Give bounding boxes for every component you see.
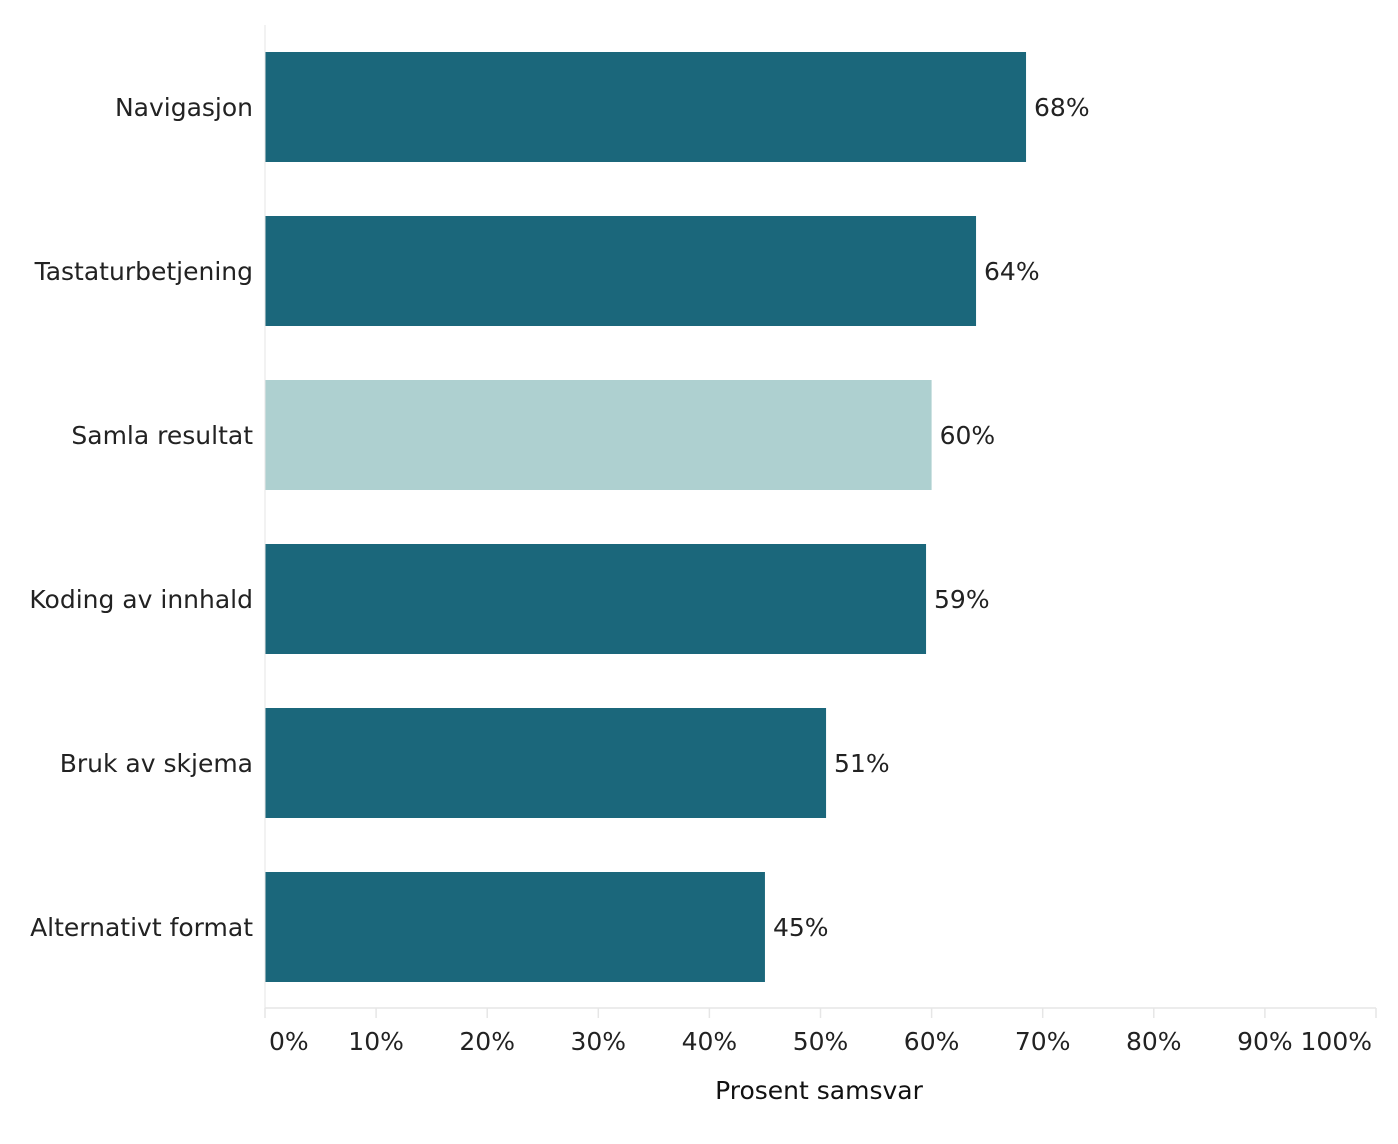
bar-1 — [265, 216, 977, 326]
bar-3 — [265, 544, 927, 654]
category-label: Samla resultat — [71, 421, 253, 450]
x-tick-label: 10% — [348, 1027, 404, 1056]
bars-layer — [265, 52, 1027, 982]
value-label: 68% — [1034, 93, 1090, 122]
bar-2 — [265, 380, 932, 490]
value-label: 64% — [984, 257, 1040, 286]
x-axis-title: Prosent samsvar — [715, 1076, 923, 1105]
x-tick-label: 40% — [682, 1027, 738, 1056]
bar-5 — [265, 872, 765, 982]
category-label: Koding av innhald — [29, 585, 253, 614]
value-label: 51% — [834, 749, 890, 778]
x-axis: 0% 10% 20% 30% 40% 50% 60% 70% 80% 90% 100% — [264, 25, 1377, 1056]
category-label: Tastaturbetjening — [34, 257, 253, 286]
bar-0 — [265, 52, 1027, 162]
x-tick-label: 30% — [571, 1027, 627, 1056]
value-label: 59% — [934, 585, 990, 614]
category-labels: Navigasjon Tastaturbetjening Samla resulta… — [29, 93, 253, 942]
category-label: Bruk av skjema — [60, 749, 253, 778]
x-tick-label: 70% — [1015, 1027, 1071, 1056]
x-tick-label: 0% — [269, 1027, 309, 1056]
value-labels: 68% 64% 60% 59% 51% 45% — [773, 93, 1090, 942]
value-label: 45% — [773, 913, 829, 942]
category-label: Alternativt format — [30, 913, 253, 942]
x-tick-label: 80% — [1126, 1027, 1182, 1056]
x-tick-label: 90% — [1237, 1027, 1293, 1056]
value-label: 60% — [940, 421, 996, 450]
x-tick-label: 50% — [793, 1027, 849, 1056]
bar-4 — [265, 708, 827, 818]
category-label: Navigasjon — [115, 93, 253, 122]
x-tick-label: 60% — [904, 1027, 960, 1056]
x-tick-label: 20% — [459, 1027, 515, 1056]
x-tick-label: 100% — [1301, 1027, 1372, 1056]
